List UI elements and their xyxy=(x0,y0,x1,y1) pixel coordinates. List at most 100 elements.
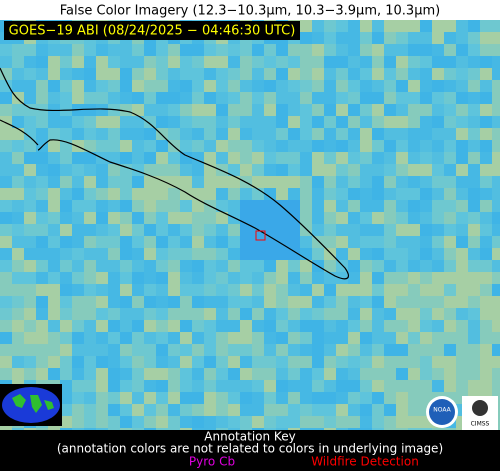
image-pixel xyxy=(420,284,432,296)
image-pixel xyxy=(456,188,468,200)
image-pixel xyxy=(168,92,180,104)
image-pixel xyxy=(144,80,156,92)
image-pixel xyxy=(456,200,468,212)
image-pixel xyxy=(300,284,312,296)
image-pixel xyxy=(108,116,120,128)
image-pixel xyxy=(276,332,288,344)
image-pixel xyxy=(48,164,60,176)
image-pixel xyxy=(120,356,132,368)
image-pixel xyxy=(240,320,252,332)
image-pixel xyxy=(396,164,408,176)
image-pixel xyxy=(216,380,228,392)
image-pixel xyxy=(300,308,312,320)
image-pixel xyxy=(300,380,312,392)
image-pixel xyxy=(60,80,72,92)
image-pixel xyxy=(312,344,324,356)
image-pixel xyxy=(72,332,84,344)
image-pixel xyxy=(468,92,480,104)
image-pixel xyxy=(312,32,324,44)
image-pixel xyxy=(156,284,168,296)
image-pixel xyxy=(48,260,60,272)
image-pixel xyxy=(300,404,312,416)
image-pixel xyxy=(480,104,492,116)
image-pixel xyxy=(24,176,36,188)
image-pixel xyxy=(372,344,384,356)
image-pixel xyxy=(108,368,120,380)
image-pixel xyxy=(156,92,168,104)
image-pixel xyxy=(216,332,228,344)
image-pixel xyxy=(228,272,240,284)
image-pixel xyxy=(96,428,108,430)
image-pixel xyxy=(120,284,132,296)
image-pixel xyxy=(96,296,108,308)
image-pixel xyxy=(48,308,60,320)
image-pixel xyxy=(168,80,180,92)
image-pixel xyxy=(480,20,492,32)
image-pixel xyxy=(228,380,240,392)
image-pixel xyxy=(144,140,156,152)
image-pixel xyxy=(264,392,276,404)
image-pixel xyxy=(72,404,84,416)
image-pixel xyxy=(192,380,204,392)
image-pixel xyxy=(276,116,288,128)
image-pixel xyxy=(180,356,192,368)
image-pixel xyxy=(84,68,96,80)
image-pixel xyxy=(360,320,372,332)
image-pixel xyxy=(396,212,408,224)
image-pixel xyxy=(204,188,216,200)
image-pixel xyxy=(468,368,480,380)
image-pixel xyxy=(72,236,84,248)
image-pixel xyxy=(336,212,348,224)
image-pixel xyxy=(324,44,336,56)
image-pixel xyxy=(444,128,456,140)
image-pixel xyxy=(384,20,396,32)
image-pixel xyxy=(192,140,204,152)
image-pixel xyxy=(336,200,348,212)
image-pixel xyxy=(120,416,132,428)
image-pixel xyxy=(312,140,324,152)
image-pixel xyxy=(192,416,204,428)
image-pixel xyxy=(96,68,108,80)
image-pixel xyxy=(444,92,456,104)
image-pixel xyxy=(372,368,384,380)
image-pixel xyxy=(396,368,408,380)
image-pixel xyxy=(48,272,60,284)
image-pixel xyxy=(192,80,204,92)
image-pixel xyxy=(180,56,192,68)
image-pixel xyxy=(480,344,492,356)
image-pixel xyxy=(276,104,288,116)
image-pixel xyxy=(168,128,180,140)
image-pixel xyxy=(432,128,444,140)
image-pixel xyxy=(456,92,468,104)
image-pixel xyxy=(0,296,12,308)
image-pixel xyxy=(276,44,288,56)
image-pixel xyxy=(384,176,396,188)
image-pixel xyxy=(300,164,312,176)
image-pixel xyxy=(252,416,264,428)
image-pixel xyxy=(180,44,192,56)
image-pixel xyxy=(384,296,396,308)
image-pixel xyxy=(264,224,276,236)
image-pixel xyxy=(192,296,204,308)
image-pixel xyxy=(0,224,12,236)
image-pixel xyxy=(396,248,408,260)
image-pixel xyxy=(312,284,324,296)
image-pixel xyxy=(492,80,500,92)
image-pixel xyxy=(108,212,120,224)
image-pixel xyxy=(384,368,396,380)
image-pixel xyxy=(492,332,500,344)
image-pixel xyxy=(444,116,456,128)
image-pixel xyxy=(420,152,432,164)
image-pixel xyxy=(228,44,240,56)
image-pixel xyxy=(384,140,396,152)
image-pixel xyxy=(216,104,228,116)
image-pixel xyxy=(252,308,264,320)
image-pixel xyxy=(444,152,456,164)
image-pixel xyxy=(468,128,480,140)
image-pixel xyxy=(336,104,348,116)
image-pixel xyxy=(108,416,120,428)
image-pixel xyxy=(240,200,252,212)
image-pixel xyxy=(336,44,348,56)
image-pixel xyxy=(420,80,432,92)
image-pixel xyxy=(276,344,288,356)
